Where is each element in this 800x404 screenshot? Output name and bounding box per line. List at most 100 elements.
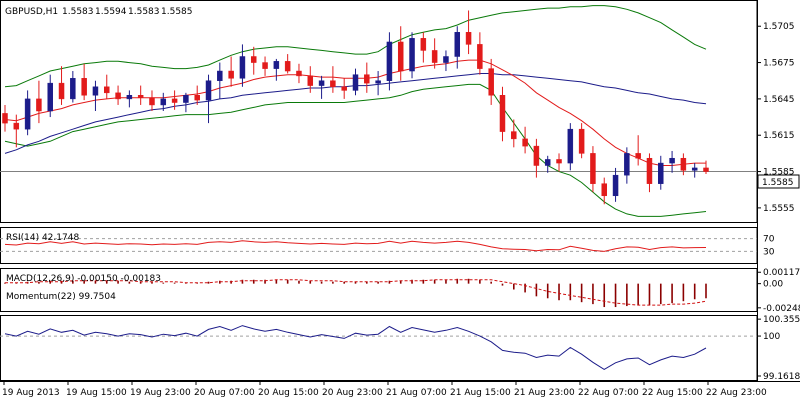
symbol-header: GBPUSD,H1 <box>5 7 58 17</box>
ohlc-open: 1.5583 <box>62 7 94 17</box>
macd-signal-line <box>5 279 707 306</box>
candle-body <box>556 159 562 164</box>
candle-body <box>36 98 42 112</box>
time-tick-label: 19 Aug 2013 <box>2 388 60 398</box>
candle-body <box>624 153 630 176</box>
price-tick-label: 1.5615 <box>763 131 795 141</box>
macd-tick-label: 0.00117 <box>763 268 800 278</box>
momentum-label: Momentum(22) 99.7504 <box>6 292 116 302</box>
candle-body <box>92 86 99 96</box>
candle-body <box>318 80 325 86</box>
candle-body <box>658 162 664 184</box>
candle-body <box>386 41 393 81</box>
rsi-tick-label: 30 <box>763 247 775 257</box>
candle-body <box>171 98 178 103</box>
rsi-frame <box>0 227 758 264</box>
bollinger-lower <box>4 83 707 217</box>
candle-body <box>205 80 212 101</box>
candle-body <box>47 82 53 112</box>
bollinger-upper <box>4 5 707 88</box>
candle-body <box>262 62 268 69</box>
candle-body <box>307 75 314 86</box>
candle-body <box>454 32 461 57</box>
macd-frame <box>0 268 758 312</box>
ohlc-low: 1.5583 <box>128 7 160 17</box>
time-axis: 19 Aug 2013 19 Aug 15:00 19 Aug 23:00 20 Au… <box>2 381 767 398</box>
candle-body <box>70 78 76 100</box>
candle-body <box>499 95 506 132</box>
price-tick-label: 1.5555 <box>763 204 795 214</box>
candle-body <box>691 167 698 171</box>
candle-body <box>149 97 155 106</box>
momentum-tick-label: 99.1618 <box>763 372 800 382</box>
candle-body <box>239 56 246 79</box>
macd-tick-label: -0.00248 <box>763 304 800 314</box>
candle-body <box>522 138 528 147</box>
time-tick-label: 21 Aug 07:00 <box>386 388 447 398</box>
candle-body <box>284 61 291 72</box>
candle-body <box>273 61 280 69</box>
price-tick-label: 1.5705 <box>763 22 795 32</box>
candle-body <box>443 56 449 63</box>
time-tick-label: 22 Aug 07:00 <box>578 388 639 398</box>
price-tick-label: 1.5645 <box>763 95 795 105</box>
price-tick-label: 1.5675 <box>763 59 795 69</box>
candle-body <box>397 41 404 72</box>
rsi-label: RSI(14) 42.1748 <box>6 233 79 243</box>
candle-body <box>364 74 370 84</box>
candle-body <box>115 92 121 100</box>
candle-body <box>250 56 257 63</box>
candle-body <box>228 70 234 79</box>
time-tick-label: 22 Aug 15:00 <box>642 388 703 398</box>
candle-body <box>217 70 223 81</box>
time-tick-label: 19 Aug 23:00 <box>130 388 191 398</box>
candle-body <box>126 95 133 100</box>
ohlc-close: 1.5585 <box>161 7 193 17</box>
macd-panel: 0.00117 0.00 -0.00248 <box>4 268 800 314</box>
price-panel: 1.5705 1.5675 1.5645 1.5615 1.5585 1.5555 <box>0 5 795 217</box>
time-tick-label: 20 Aug 07:00 <box>194 388 255 398</box>
candle-body <box>420 38 427 51</box>
candle-body <box>612 174 619 197</box>
candle-body <box>703 167 709 172</box>
time-tick-label: 20 Aug 15:00 <box>258 388 319 398</box>
candle-body <box>578 128 585 154</box>
momentum-tick-label: 100 <box>763 332 780 342</box>
time-tick-label: 21 Aug 23:00 <box>514 388 575 398</box>
candle-body <box>194 95 200 101</box>
candle-body <box>2 113 8 124</box>
candle-body <box>590 153 596 184</box>
candle-body <box>58 82 65 100</box>
ohlc-high: 1.5594 <box>95 7 127 17</box>
candle-body <box>544 159 551 166</box>
time-tick-label: 22 Aug 23:00 <box>706 388 767 398</box>
rsi-line <box>4 240 707 252</box>
macd-label: MACD(12,26,9) -0.00150 -0.00183 <box>6 274 161 284</box>
candle-body <box>465 32 472 45</box>
candle-body <box>296 70 302 77</box>
price-frame <box>0 0 758 223</box>
candle-body <box>104 86 110 94</box>
candle-body <box>137 95 144 98</box>
candle-body <box>680 157 687 171</box>
candle-body <box>375 80 381 84</box>
price-tick-label: 1.5585 <box>763 168 795 178</box>
candle-body <box>488 68 494 96</box>
current-price-box <box>757 174 800 189</box>
candle-body <box>81 78 87 96</box>
candle-body <box>646 157 653 184</box>
candle-body <box>533 145 540 166</box>
candle-body <box>13 122 20 130</box>
current-price-label: 1.5585 <box>762 178 794 188</box>
candle-body <box>409 38 415 72</box>
candle-body <box>601 183 607 197</box>
candle-body <box>477 44 483 69</box>
momentum-line <box>4 325 707 370</box>
time-tick-label: 20 Aug 23:00 <box>322 388 383 398</box>
candle-body <box>330 80 336 88</box>
